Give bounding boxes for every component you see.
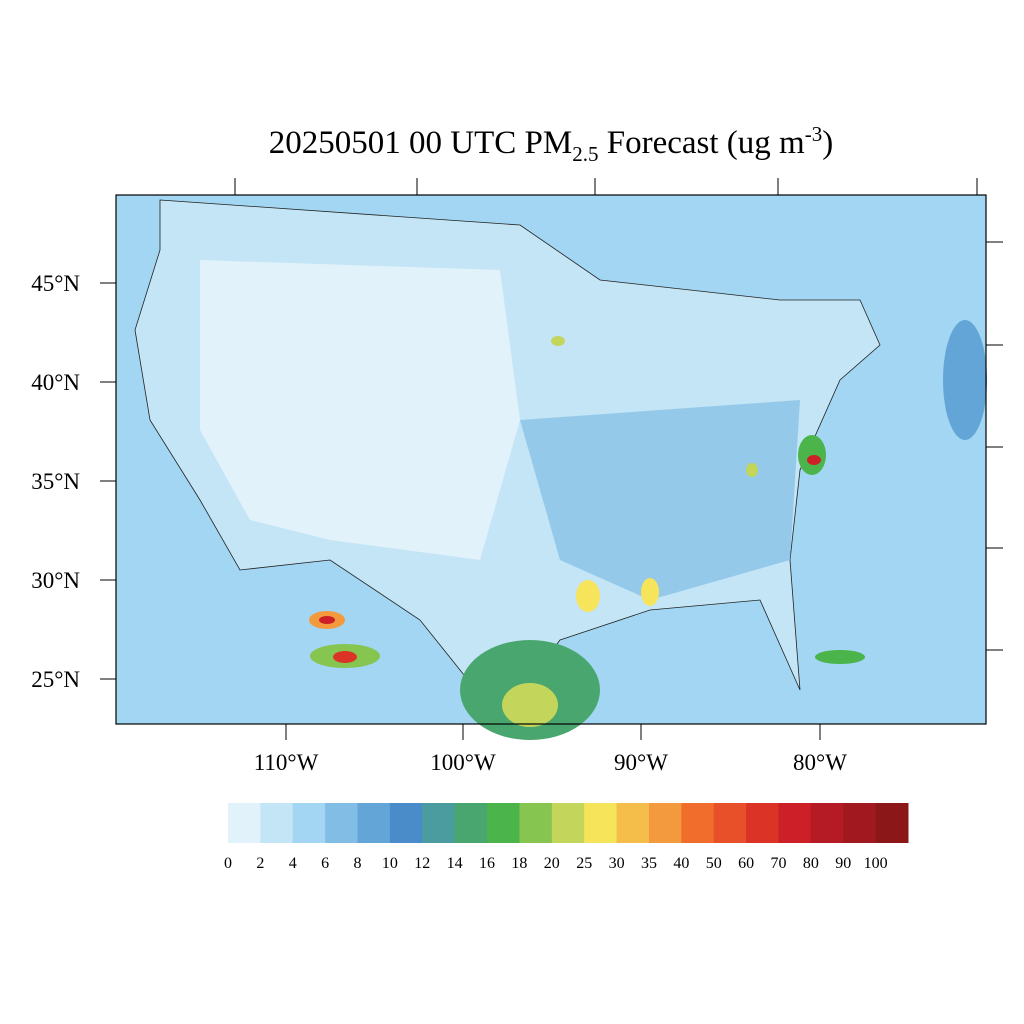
colorbar-box	[681, 803, 715, 843]
colorbar-label: 25	[576, 855, 592, 872]
colorbar-label: 4	[289, 855, 297, 872]
title-subscript: 2.5	[572, 142, 598, 166]
title-superscript: -3	[805, 122, 823, 146]
colorbar-box	[292, 803, 326, 843]
colorbar-label: 35	[641, 855, 657, 872]
colorbar-label: 90	[835, 855, 851, 872]
hotspot-core	[319, 616, 335, 624]
colorbar-label: 8	[354, 855, 362, 872]
colorbar-label: 12	[414, 855, 430, 872]
colorbar-box	[325, 803, 359, 843]
lat-label: 45°N	[31, 271, 80, 296]
hotspot	[551, 336, 565, 346]
hotspot	[746, 463, 758, 477]
colorbar: 0 2 4 6 8 10 12 14 16 18 20 25 30 35 40 50 60 70 80 90 100	[224, 803, 909, 872]
colorbar-label: 6	[321, 855, 329, 872]
map-field	[115, 194, 987, 740]
lat-label: 30°N	[31, 568, 80, 593]
colorbar-box	[875, 803, 909, 843]
colorbar-box	[746, 803, 779, 843]
colorbar-label: 30	[609, 855, 625, 872]
colorbar-box	[843, 803, 877, 843]
colorbar-label: 10	[382, 855, 398, 872]
colorbar-label: 20	[544, 855, 560, 872]
hotspot-core	[807, 455, 821, 465]
colorbar-label: 0	[224, 855, 232, 872]
colorbar-label: 80	[803, 855, 819, 872]
colorbar-box	[228, 803, 261, 843]
lon-label: 110°W	[254, 750, 319, 775]
colorbar-label: 18	[511, 855, 527, 872]
colorbar-box	[260, 803, 294, 843]
title-text: )	[822, 125, 833, 161]
colorbar-label: 14	[447, 855, 463, 872]
map-frame	[115, 194, 987, 725]
colorbar-box	[810, 803, 844, 843]
lat-label: 35°N	[31, 469, 80, 494]
colorbar-box	[487, 803, 520, 843]
colorbar-box	[778, 803, 812, 843]
title-text: Forecast (ug m	[599, 125, 806, 161]
title: 20250501 00 UTC PM2.5 Forecast (ug m-3)	[269, 122, 833, 166]
low-region	[200, 260, 520, 560]
colorbar-box	[357, 803, 391, 843]
colorbar-label: 60	[738, 855, 754, 872]
colorbar-box	[616, 803, 650, 843]
plume-core	[502, 683, 558, 727]
colorbar-box	[519, 803, 553, 843]
mid-region	[520, 400, 800, 600]
colorbar-box	[422, 803, 456, 843]
lat-label: 40°N	[31, 370, 80, 395]
colorbar-box	[454, 803, 488, 843]
lon-label: 80°W	[793, 750, 847, 775]
hotspot	[798, 435, 826, 475]
colorbar-label: 70	[770, 855, 786, 872]
ocean-band	[943, 320, 987, 440]
lat-label: 25°N	[31, 667, 80, 692]
colorbar-box	[584, 803, 618, 843]
lon-label: 100°W	[430, 750, 496, 775]
hotspot	[576, 580, 600, 612]
hotspot-core	[333, 651, 357, 663]
colorbar-label: 16	[479, 855, 495, 872]
colorbar-label: 100	[864, 855, 888, 872]
colorbar-box	[648, 803, 682, 843]
colorbar-box	[551, 803, 585, 843]
title-text: 20250501 00 UTC PM	[269, 125, 572, 161]
colorbar-label: 50	[706, 855, 722, 872]
colorbar-label: 2	[256, 855, 264, 872]
lon-label: 90°W	[614, 750, 668, 775]
map-ticks: 45°N 40°N 35°N 30°N 25°N 110°W 100°W 90°W 80°W	[31, 178, 1003, 775]
hotspot	[815, 650, 865, 664]
colorbar-box	[389, 803, 423, 843]
colorbar-box	[713, 803, 747, 843]
hotspot	[641, 578, 659, 606]
colorbar-label: 40	[673, 855, 689, 872]
